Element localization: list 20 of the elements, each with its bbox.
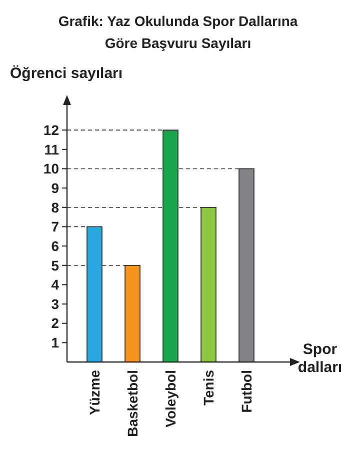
x-tick-label: Basketbol [124,370,140,437]
y-tick-label: 5 [51,257,60,274]
x-axis-title: Spor dalları [298,341,342,376]
chart-title: Grafik: Yaz Okulunda Spor Dallarına Göre Başvuru Sayıları [58,13,298,51]
y-tick-label: 12 [43,122,60,138]
x-tick-label: Tenis [200,370,216,406]
x-tick-label: Voleybol [162,370,178,428]
y-tick-label: 2 [51,315,60,332]
y-tick-label: 4 [51,276,60,293]
x-tick-label: Yüzme [86,370,102,416]
y-tick-label: 3 [51,296,60,312]
y-tick-label: 6 [51,238,60,254]
y-tick-label: 9 [51,180,60,196]
x-tick-label: Futbol [238,370,254,413]
y-tick-label: 1 [51,334,60,351]
y-tick-label: 11 [44,141,60,158]
y-tick-label: 7 [51,218,60,235]
y-tick-label: 8 [51,199,60,216]
y-tick-label: 10 [43,160,60,177]
y-axis-title: Öğrenci sayıları [10,65,123,82]
